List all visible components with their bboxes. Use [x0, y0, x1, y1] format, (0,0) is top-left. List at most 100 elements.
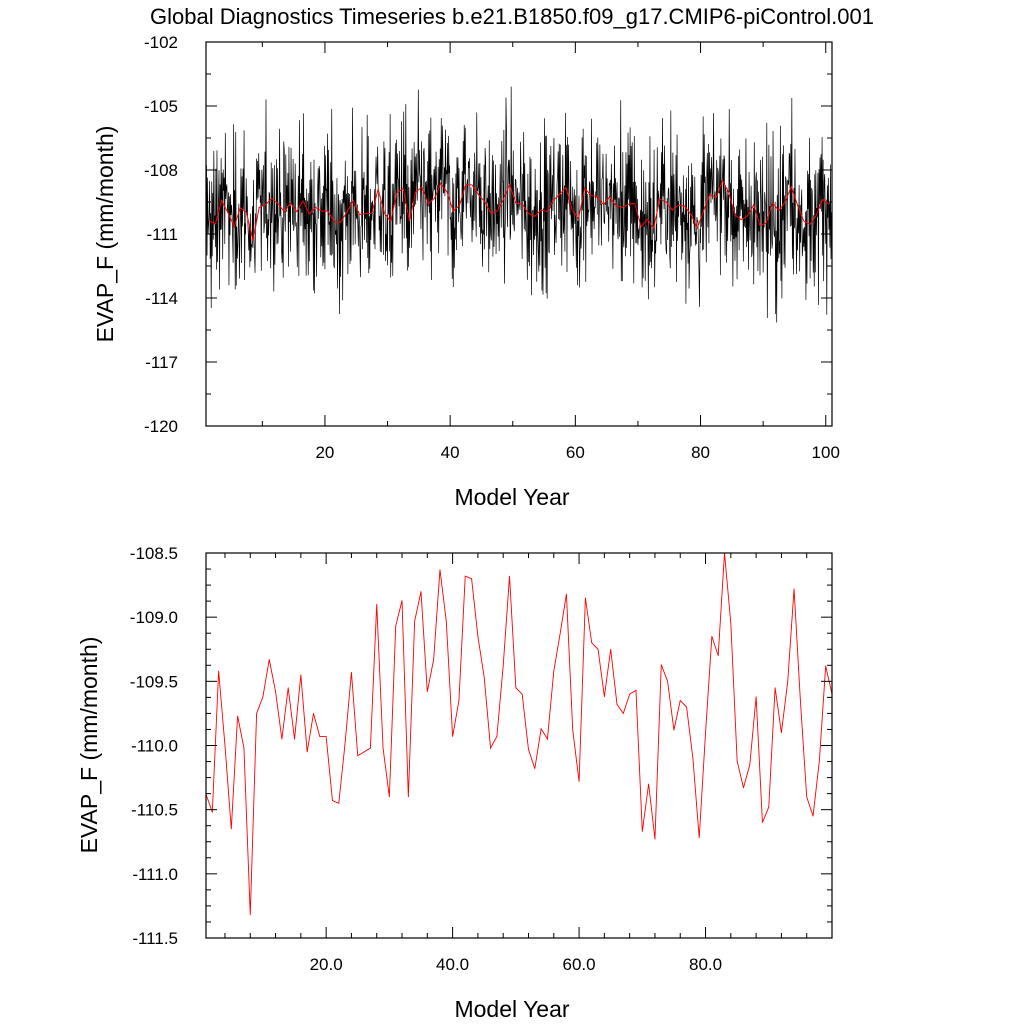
annual-point	[300, 674, 302, 676]
annual-point	[515, 687, 517, 689]
annual-point	[332, 800, 333, 802]
annual-point	[363, 751, 365, 753]
x-tick-label: 20	[315, 443, 334, 462]
annual-point	[249, 914, 251, 916]
annual-point	[395, 625, 397, 627]
annual-point	[736, 760, 738, 762]
annual-point	[698, 837, 700, 839]
annual-point	[540, 728, 542, 730]
annual-point	[496, 736, 498, 737]
annual-point	[483, 677, 485, 678]
annual-point	[439, 569, 441, 571]
annual-point	[730, 623, 732, 624]
x-tick-label: 80.0	[689, 955, 722, 974]
x-tick-label: 100	[812, 443, 840, 462]
annual-point	[774, 687, 776, 689]
annual-point	[603, 696, 605, 698]
x-axis-label: Model Year	[454, 996, 569, 1022]
annual-point	[673, 729, 675, 731]
figure-title: Global Diagnostics Timeseries b.e21.B185…	[150, 4, 874, 29]
monthly-series-line	[205, 86, 832, 323]
x-axis-label: Model Year	[454, 484, 569, 510]
annual-point	[490, 747, 491, 749]
annual-point	[407, 796, 409, 798]
annual-point	[717, 655, 719, 657]
annual-point	[420, 591, 422, 592]
annual-point	[357, 755, 359, 757]
annual-point	[502, 665, 504, 667]
annual-point	[521, 693, 523, 695]
annual-point	[584, 597, 586, 599]
annual-point	[641, 831, 643, 832]
annual-point	[781, 732, 782, 734]
y-tick-label: -120	[144, 417, 178, 436]
x-tick-label: 40.0	[436, 955, 469, 974]
annual-point	[319, 736, 321, 737]
annual-series-line	[205, 552, 833, 915]
annual-point	[559, 633, 561, 635]
annual-point	[635, 689, 637, 691]
annual-point	[268, 659, 270, 660]
annual-point	[787, 680, 789, 682]
annual-point	[654, 838, 656, 840]
annual-point	[351, 671, 352, 673]
annual-point	[445, 620, 447, 622]
annual-point	[572, 729, 574, 731]
annual-point	[686, 706, 687, 708]
annual-point	[806, 796, 808, 798]
y-tick-label: -110.5	[131, 801, 178, 820]
annual-point	[825, 665, 827, 667]
annual-point	[230, 828, 232, 830]
annual-point	[755, 696, 757, 698]
annual-point	[749, 764, 751, 766]
annual-point	[243, 747, 245, 749]
y-tick-label: -114	[145, 289, 178, 308]
annual-point	[667, 680, 668, 682]
annual-point	[799, 700, 801, 701]
annual-point	[471, 578, 472, 580]
annual-point	[629, 693, 631, 695]
annual-point	[553, 670, 555, 672]
annual-point	[812, 815, 814, 817]
annual-point	[275, 691, 276, 692]
y-tick-label: -109.5	[130, 672, 178, 691]
y-tick-label: -108	[144, 161, 178, 180]
annual-point	[616, 704, 618, 705]
annual-point	[313, 713, 314, 714]
annual-point	[648, 783, 650, 785]
annual-point	[591, 642, 593, 644]
annual-point	[433, 659, 435, 660]
annual-point	[711, 636, 713, 637]
annual-point	[578, 781, 580, 782]
annual-point	[382, 747, 384, 749]
annual-point	[660, 664, 662, 666]
y-tick-label: -111.0	[132, 865, 178, 884]
annual-point	[610, 648, 612, 650]
y-axis-label: EVAP_F (mm/month)	[92, 126, 118, 343]
annual-point	[464, 575, 466, 577]
y-tick-label: -105	[144, 97, 178, 116]
annual-point	[287, 687, 289, 689]
annual-point	[705, 732, 706, 734]
annual-point	[768, 806, 770, 808]
annual-point	[294, 738, 295, 740]
annual-point	[793, 588, 795, 590]
annual-mean-overlay-line	[208, 179, 830, 241]
x-tick-label: 20.0	[310, 955, 343, 974]
annual-point	[762, 822, 763, 823]
annual-point	[376, 603, 378, 605]
annual-point	[388, 796, 390, 798]
x-tick-label: 60.0	[563, 955, 596, 974]
annual-point	[306, 751, 308, 753]
annual-point	[237, 715, 239, 717]
annual-point	[547, 738, 548, 740]
annual-point	[679, 700, 681, 701]
annual-point	[401, 600, 403, 601]
x-tick-label: 40	[441, 443, 460, 462]
x-tick-label: 60	[566, 443, 585, 462]
annual-point	[262, 696, 264, 698]
y-tick-label: -111	[146, 225, 178, 244]
annual-point	[281, 738, 283, 740]
annual-point	[509, 575, 510, 577]
